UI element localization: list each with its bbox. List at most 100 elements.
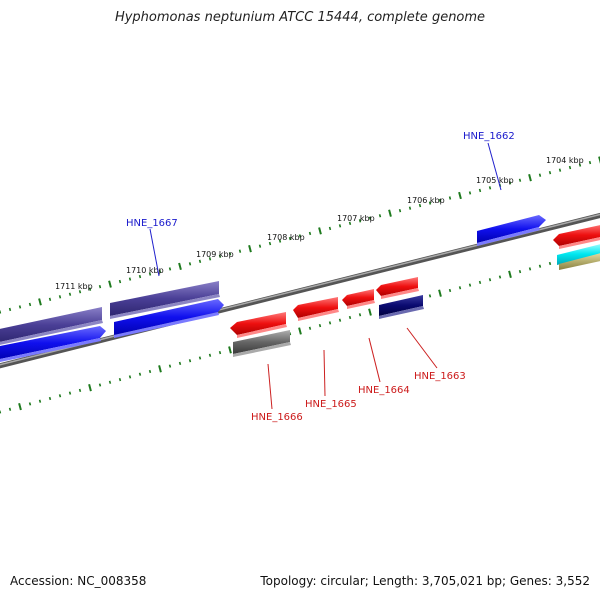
minor-tick bbox=[228, 252, 232, 256]
major-tick bbox=[508, 270, 512, 278]
minor-tick bbox=[308, 231, 312, 236]
minor-tick bbox=[518, 178, 522, 182]
gene-label-hne-1663[interactable]: HNE_1663 bbox=[414, 371, 466, 382]
minor-tick bbox=[158, 269, 162, 274]
gene-label-hne-1664[interactable]: HNE_1664 bbox=[358, 385, 410, 396]
minor-tick bbox=[448, 288, 452, 293]
kbp-label: 1704 kbp bbox=[546, 156, 584, 165]
major-tick bbox=[158, 365, 162, 373]
kbp-labels: 1711 kbp 1710 kbp 1709 kbp 1708 kbp 1707… bbox=[55, 156, 584, 291]
gene-feature-hne-1665[interactable] bbox=[293, 297, 339, 321]
minor-tick bbox=[358, 313, 362, 317]
minor-tick bbox=[118, 377, 122, 382]
minor-tick bbox=[468, 191, 472, 195]
minor-tick bbox=[238, 249, 242, 253]
minor-tick bbox=[138, 274, 142, 279]
minor-tick bbox=[278, 239, 282, 243]
kbp-label: 1706 kbp bbox=[407, 196, 445, 205]
kbp-label: 1709 kbp bbox=[196, 250, 234, 259]
minor-tick bbox=[168, 364, 172, 368]
gene-feature-hne-1667[interactable] bbox=[110, 281, 220, 319]
gene-feature[interactable] bbox=[379, 295, 424, 319]
minor-tick bbox=[58, 295, 62, 299]
minor-tick bbox=[268, 241, 272, 246]
gene-feature-hne-1666[interactable] bbox=[230, 312, 287, 338]
major-tick bbox=[368, 308, 372, 316]
minor-tick bbox=[458, 286, 462, 290]
minor-tick bbox=[98, 383, 102, 387]
minor-tick bbox=[198, 356, 202, 360]
major-tick bbox=[318, 227, 322, 235]
minor-tick bbox=[108, 380, 112, 384]
gene-feature[interactable] bbox=[559, 252, 600, 270]
major-tick bbox=[298, 327, 302, 335]
minor-tick bbox=[478, 280, 482, 285]
minor-tick bbox=[98, 284, 102, 289]
minor-tick bbox=[448, 196, 452, 200]
minor-tick bbox=[138, 372, 142, 376]
minor-tick bbox=[288, 236, 292, 241]
gene-label-hne-1667[interactable]: HNE_1667 bbox=[126, 218, 178, 229]
minor-tick bbox=[428, 201, 432, 205]
minor-tick bbox=[538, 264, 542, 268]
minor-tick bbox=[328, 226, 332, 231]
major-tick bbox=[18, 402, 22, 411]
kbp-label: 1710 kbp bbox=[126, 266, 164, 275]
outer-tick-track bbox=[0, 156, 600, 314]
major-tick bbox=[598, 156, 600, 164]
minor-tick bbox=[548, 261, 552, 266]
minor-tick bbox=[128, 375, 132, 379]
accession-text: Accession: NC_008358 bbox=[10, 574, 147, 588]
kbp-label: 1708 kbp bbox=[267, 233, 305, 242]
minor-tick bbox=[198, 259, 202, 264]
gene-feature-hne-1664[interactable] bbox=[342, 289, 375, 309]
minor-tick bbox=[178, 361, 182, 366]
minor-tick bbox=[548, 170, 552, 175]
gene-label-hne-1662[interactable]: HNE_1662 bbox=[463, 131, 515, 142]
minor-tick bbox=[498, 275, 502, 279]
minor-tick bbox=[188, 359, 192, 363]
major-tick bbox=[108, 280, 112, 288]
minor-tick bbox=[468, 283, 472, 287]
minor-tick bbox=[208, 257, 212, 261]
minor-tick bbox=[408, 206, 412, 210]
major-tick bbox=[248, 245, 252, 253]
minor-tick bbox=[38, 399, 42, 403]
gene-feature[interactable] bbox=[0, 326, 106, 363]
gene-feature[interactable] bbox=[553, 224, 600, 249]
minor-tick bbox=[48, 297, 52, 302]
kbp-label: 1705 kbp bbox=[476, 176, 514, 185]
minor-tick bbox=[588, 160, 592, 165]
map-title: Hyphomonas neptunium ATCC 15444, complet… bbox=[114, 10, 486, 25]
minor-tick bbox=[338, 224, 342, 228]
gene-feature[interactable] bbox=[233, 330, 291, 357]
major-tick bbox=[228, 346, 232, 354]
minor-tick bbox=[418, 203, 422, 208]
gene-feature-hne-1663[interactable] bbox=[376, 277, 419, 299]
minor-tick bbox=[518, 269, 522, 274]
gene-feature[interactable] bbox=[114, 299, 224, 338]
minor-tick bbox=[118, 279, 122, 284]
minor-tick bbox=[488, 278, 492, 282]
genome-stats-text: Topology: circular; Length: 3,705,021 bp… bbox=[260, 574, 590, 588]
major-tick bbox=[38, 298, 42, 306]
minor-tick bbox=[558, 168, 562, 172]
minor-tick bbox=[398, 208, 402, 213]
gene-feature[interactable] bbox=[0, 307, 103, 346]
minor-tick bbox=[378, 214, 382, 218]
minor-tick bbox=[328, 321, 332, 325]
major-tick bbox=[458, 191, 462, 200]
minor-tick bbox=[18, 305, 22, 309]
gene-label-hne-1665[interactable]: HNE_1665 bbox=[305, 399, 357, 410]
gene-feature-hne-1662[interactable] bbox=[477, 215, 546, 246]
minor-tick bbox=[478, 188, 482, 193]
minor-tick bbox=[168, 267, 172, 271]
kbp-label: 1711 kbp bbox=[55, 282, 93, 291]
minor-tick bbox=[8, 407, 12, 411]
gene-feature[interactable] bbox=[557, 243, 600, 265]
minor-tick bbox=[578, 163, 582, 167]
gene-label-hne-1666[interactable]: HNE_1666 bbox=[251, 412, 303, 423]
minor-tick bbox=[28, 302, 32, 307]
minor-tick bbox=[508, 181, 512, 185]
